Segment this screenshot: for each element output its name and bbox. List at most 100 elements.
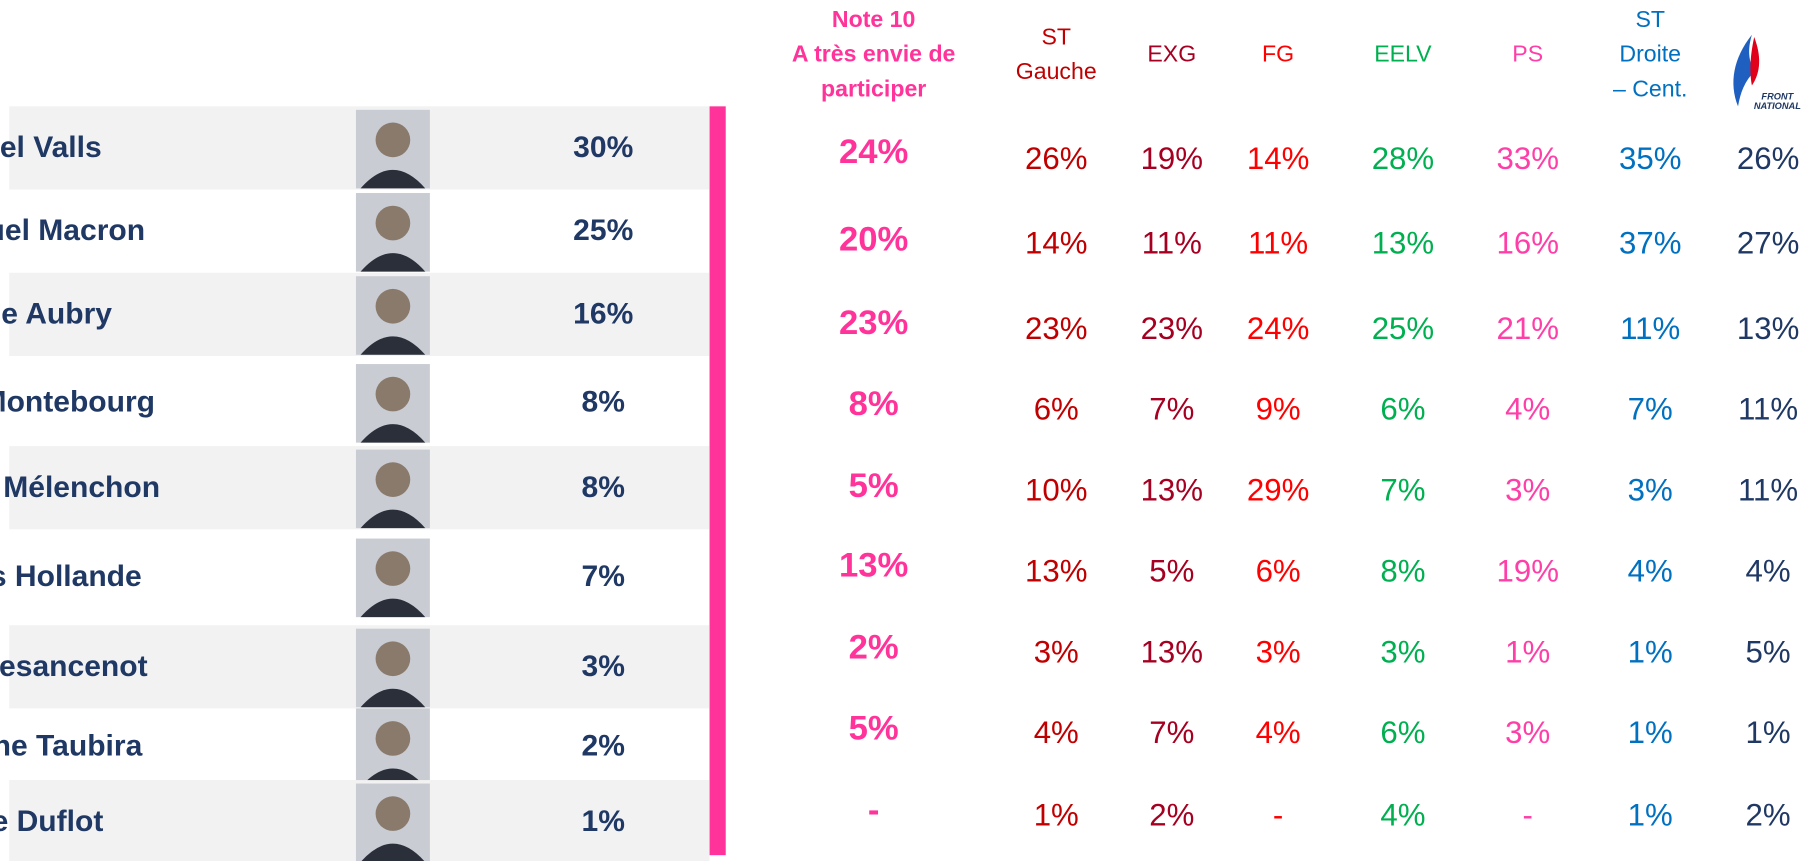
cell-value: 11% — [1738, 473, 1798, 508]
cell-value: 19% — [1497, 553, 1559, 588]
overall-score: 25% — [573, 214, 633, 247]
logo-flame-red — [1750, 37, 1760, 86]
photo-head — [375, 551, 411, 586]
cell-value: 4% — [1380, 797, 1425, 832]
photo-body — [360, 253, 426, 272]
photo-head — [375, 376, 411, 412]
overall-score: 8% — [582, 471, 625, 504]
cell-value: 13% — [1141, 473, 1203, 508]
column-header: – Cent. — [1613, 75, 1688, 101]
overall-score: 7% — [582, 560, 625, 593]
candidate-name: Christiane Taubira — [0, 730, 143, 763]
cell-value: 13% — [1737, 311, 1799, 346]
cell-value: 26% — [1737, 141, 1799, 176]
column-header: EELV — [1374, 41, 1432, 67]
candidate-photo — [355, 449, 430, 529]
photo-body — [360, 688, 426, 708]
cell-value: 3% — [1256, 634, 1301, 669]
candidate-photo — [355, 708, 430, 788]
cell-value: 24% — [839, 133, 908, 171]
cell-value: 1% — [1034, 797, 1079, 832]
cell-value: 8% — [849, 385, 899, 423]
cell-value: 6% — [1034, 392, 1079, 427]
cell-value: 5% — [1746, 634, 1791, 669]
cell-value: - — [1523, 797, 1533, 832]
cell-value: 20% — [839, 221, 908, 259]
photo-head — [375, 796, 411, 831]
cell-value: 29% — [1247, 473, 1309, 508]
photo-body — [360, 598, 426, 618]
cell-value: 1% — [1746, 715, 1791, 750]
cell-value: 1% — [1628, 797, 1673, 832]
photo-body — [360, 169, 426, 189]
cell-value: 3% — [1380, 634, 1425, 669]
cell-value: 7% — [1149, 392, 1194, 427]
logo-text: FRONT — [1761, 92, 1794, 102]
overall-score: 3% — [582, 650, 625, 683]
cell-value: 26% — [1025, 141, 1087, 176]
cell-value: 8% — [1380, 553, 1425, 588]
column-header: participer — [821, 75, 926, 101]
logo-text: NATIONAL — [1754, 101, 1801, 111]
overall-score: 16% — [573, 297, 633, 330]
cell-value: 19% — [1141, 141, 1203, 176]
cell-value: 33% — [1497, 141, 1559, 176]
cell-value: 13% — [1025, 553, 1087, 588]
overall-score: 1% — [582, 805, 625, 838]
cell-value: - — [868, 792, 880, 830]
cell-value: 23% — [1141, 311, 1203, 346]
cell-value: 14% — [1025, 225, 1087, 260]
column-header: FG — [1262, 41, 1294, 67]
photo-body — [360, 424, 426, 443]
cell-value: 3% — [1505, 715, 1550, 750]
cell-value: 27% — [1737, 225, 1799, 260]
column-header: Note 10 — [832, 6, 915, 32]
photo-body — [360, 509, 426, 529]
cell-value: 16% — [1497, 225, 1559, 260]
cell-value: 24% — [1247, 311, 1309, 346]
column-header: ST — [1635, 6, 1665, 32]
cell-value: 28% — [1372, 141, 1434, 176]
cell-value: 13% — [1141, 634, 1203, 669]
photo-body — [360, 336, 426, 355]
cell-value: 5% — [849, 467, 899, 505]
cell-value: 2% — [849, 629, 899, 667]
cell-value: 2% — [1149, 797, 1194, 832]
candidate-photo — [355, 783, 430, 861]
cell-value: 9% — [1256, 392, 1301, 427]
cell-value: 5% — [849, 710, 899, 748]
cell-value: 7% — [1149, 715, 1194, 750]
photo-head — [375, 122, 411, 158]
candidate-photo — [355, 538, 430, 618]
column-header: PS — [1512, 41, 1543, 67]
separator-bar — [709, 106, 726, 856]
cell-value: 13% — [839, 547, 908, 585]
cell-value: 37% — [1619, 225, 1681, 260]
cell-value: 7% — [1628, 392, 1673, 427]
candidate-name: François Hollande — [0, 560, 142, 593]
photo-head — [375, 721, 411, 756]
cell-value: 6% — [1380, 392, 1425, 427]
candidate-name: Manuel Valls — [0, 131, 102, 164]
cell-value: 11% — [1248, 225, 1308, 260]
cell-value: 21% — [1497, 311, 1559, 346]
photo-head — [375, 288, 411, 324]
cell-value: 4% — [1505, 392, 1550, 427]
column-header: A très envie de — [792, 41, 956, 67]
candidate-photo — [355, 364, 430, 443]
candidate-name: Jean-Luc Mélenchon — [0, 471, 160, 504]
cell-value: 4% — [1034, 715, 1079, 750]
cell-value: 25% — [1372, 311, 1434, 346]
cell-value: 14% — [1247, 141, 1309, 176]
cell-value: 4% — [1256, 715, 1301, 750]
candidate-name: Olivier Besancenot — [0, 650, 148, 683]
candidate-name: Cécile Duflot — [0, 805, 103, 838]
cell-value: 4% — [1628, 553, 1673, 588]
photo-body — [361, 843, 425, 861]
cell-value: 11% — [1620, 311, 1680, 346]
column-header: Gauche — [1016, 58, 1097, 84]
cell-value: 35% — [1619, 141, 1681, 176]
cell-value: 6% — [1256, 553, 1301, 588]
